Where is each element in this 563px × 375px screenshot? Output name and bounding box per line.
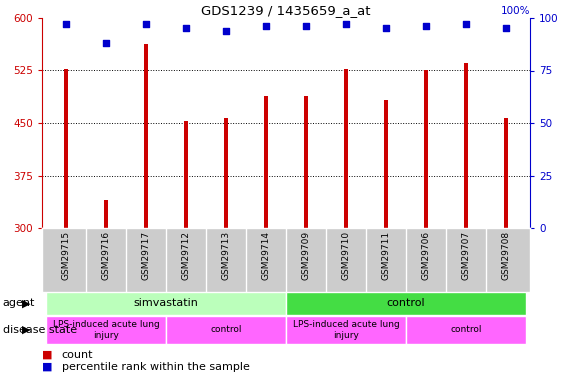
Bar	[144, 44, 149, 228]
Bar	[286, 316, 406, 344]
Bar	[303, 96, 309, 228]
Text: GSM29707: GSM29707	[462, 231, 471, 280]
Point	[221, 28, 230, 34]
Point	[261, 23, 270, 29]
Text: GSM29711: GSM29711	[382, 231, 391, 280]
Bar	[503, 118, 508, 228]
Bar	[423, 70, 428, 228]
Point	[462, 21, 471, 27]
Text: agent: agent	[3, 298, 35, 309]
Bar	[184, 121, 189, 228]
Text: ▶: ▶	[23, 325, 31, 335]
Text: percentile rank within the sample: percentile rank within the sample	[62, 362, 249, 372]
Text: ■: ■	[42, 362, 52, 372]
Text: count: count	[62, 350, 93, 360]
Bar	[46, 316, 166, 344]
Text: LPS-induced acute lung
injury: LPS-induced acute lung injury	[52, 320, 159, 340]
Text: GSM29706: GSM29706	[422, 231, 431, 280]
Point	[302, 23, 311, 29]
Bar	[343, 69, 348, 228]
Bar	[463, 63, 468, 228]
Text: 100%: 100%	[501, 6, 530, 16]
Point	[382, 26, 391, 32]
Text: control: control	[210, 326, 242, 334]
Point	[422, 23, 431, 29]
Text: GSM29710: GSM29710	[342, 231, 351, 280]
Bar	[286, 292, 526, 315]
Point	[342, 21, 351, 27]
Text: ▶: ▶	[23, 298, 31, 309]
Bar	[46, 292, 286, 315]
Text: LPS-induced acute lung
injury: LPS-induced acute lung injury	[293, 320, 399, 340]
Text: control: control	[387, 298, 425, 309]
Text: GSM29717: GSM29717	[141, 231, 150, 280]
Text: GSM29709: GSM29709	[302, 231, 311, 280]
Bar	[224, 118, 229, 228]
Text: simvastatin: simvastatin	[133, 298, 198, 309]
Point	[61, 21, 70, 27]
Text: GSM29708: GSM29708	[502, 231, 511, 280]
Point	[101, 40, 110, 46]
Text: disease state: disease state	[3, 325, 77, 335]
Bar	[64, 69, 68, 228]
Text: GSM29713: GSM29713	[221, 231, 230, 280]
Text: GSM29712: GSM29712	[181, 231, 190, 280]
Point	[181, 26, 190, 32]
Point	[141, 21, 150, 27]
Bar	[263, 96, 269, 228]
Title: GDS1239 / 1435659_a_at: GDS1239 / 1435659_a_at	[201, 4, 371, 17]
Text: GSM29714: GSM29714	[261, 231, 270, 280]
Bar	[383, 100, 388, 228]
Text: GSM29715: GSM29715	[61, 231, 70, 280]
Bar	[166, 316, 286, 344]
Point	[502, 26, 511, 32]
Text: control: control	[450, 326, 482, 334]
Text: ■: ■	[42, 350, 52, 360]
Bar	[104, 200, 109, 228]
Text: GSM29716: GSM29716	[101, 231, 110, 280]
Bar	[406, 316, 526, 344]
